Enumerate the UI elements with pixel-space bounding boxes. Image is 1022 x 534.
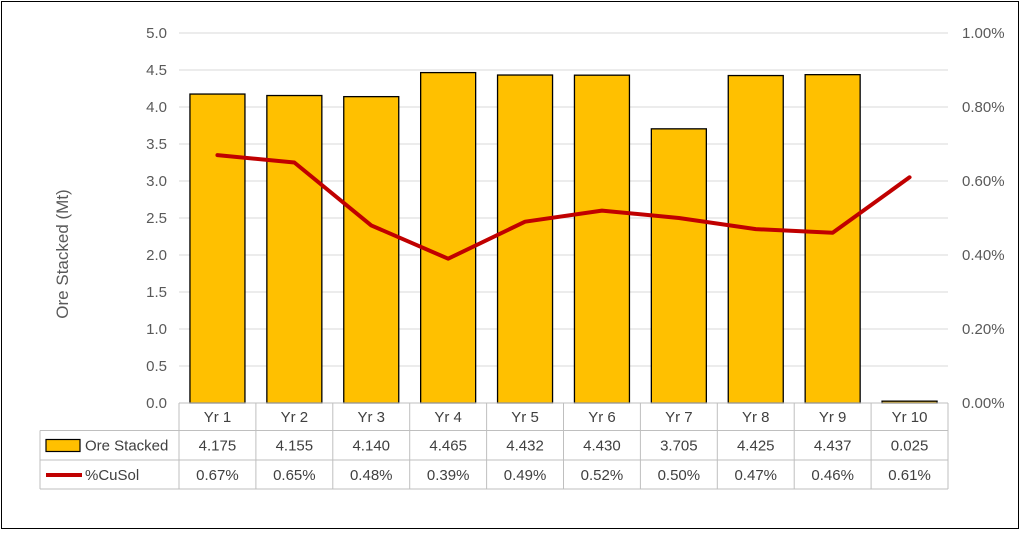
y2-tick-label: 0.00%: [962, 395, 1005, 412]
ore-stacked-value: 4.175: [199, 438, 237, 455]
ore-stacked-value: 4.155: [276, 438, 314, 455]
ore-stacked-value: 4.465: [429, 438, 467, 455]
bar-series-ore-stacked: [189, 71, 938, 404]
bar: [573, 74, 631, 404]
legend-label-ore-stacked: Ore Stacked: [85, 438, 168, 455]
ore-stacked-value: 4.432: [506, 438, 544, 455]
cusol-value: 0.61%: [888, 467, 931, 484]
y-tick-label: 1.5: [146, 284, 167, 301]
y-tick-label: 3.5: [146, 136, 167, 153]
y2-tick-label: 0.40%: [962, 247, 1005, 264]
y-tick-label: 4.5: [146, 62, 167, 79]
category-label: Yr 2: [281, 409, 309, 426]
category-label: Yr 1: [204, 409, 232, 426]
y2-tick-label: 1.00%: [962, 25, 1005, 42]
bar: [650, 128, 707, 404]
right-axis-ticks: 0.00% 0.20% 0.40% 0.60% 0.80% 1.00%: [962, 25, 1005, 412]
bar: [727, 74, 784, 404]
cusol-value: 0.47%: [734, 467, 777, 484]
y-tick-label: 2.5: [146, 210, 167, 227]
left-axis-title: Ore Stacked (Mt): [53, 189, 72, 318]
cusol-value: 0.46%: [811, 467, 854, 484]
y-tick-label: 0.0: [146, 395, 167, 412]
category-label: Yr 6: [588, 409, 616, 426]
y2-tick-label: 0.80%: [962, 99, 1005, 116]
data-table: Yr 1 4.175 0.67% Yr 2 4.155 0.65% Yr 3 4.140 0.4…: [39, 402, 949, 490]
cusol-value: 0.50%: [658, 467, 701, 484]
legend-key-ore-stacked: [45, 438, 81, 453]
ore-stacked-value: 0.025: [891, 438, 929, 455]
bar: [266, 94, 323, 404]
bar: [419, 71, 477, 404]
y-tick-label: 0.5: [146, 358, 167, 375]
category-label: Yr 8: [742, 409, 770, 426]
y-tick-label: 3.0: [146, 173, 167, 190]
y-tick-label: 4.0: [146, 99, 167, 116]
category-label: Yr 5: [511, 409, 539, 426]
y-tick-label: 1.0: [146, 321, 167, 338]
line-series-cusol: [215, 153, 912, 261]
cusol-value: 0.49%: [504, 467, 547, 484]
bar: [343, 95, 400, 404]
category-label: Yr 9: [819, 409, 847, 426]
y2-tick-label: 0.60%: [962, 173, 1005, 190]
ore-stacked-value: 4.140: [352, 438, 390, 455]
cusol-value: 0.67%: [196, 467, 239, 484]
left-axis-ticks: 0.0 0.5 1.0 1.5 2.0 2.5 3.0 3.5 4.0 4.5 5.0: [146, 25, 167, 412]
ore-stacked-value: 4.437: [814, 438, 852, 455]
ore-stacked-value: 4.430: [583, 438, 621, 455]
category-label: Yr 10: [892, 409, 928, 426]
cusol-value: 0.39%: [427, 467, 470, 484]
bar: [804, 74, 861, 404]
series-line: [215, 153, 912, 261]
cusol-value: 0.52%: [581, 467, 624, 484]
y-tick-label: 2.0: [146, 247, 167, 264]
ore-stacked-value: 3.705: [660, 438, 698, 455]
y-tick-label: 5.0: [146, 25, 167, 42]
ore-stacked-value: 4.425: [737, 438, 775, 455]
cusol-value: 0.48%: [350, 467, 393, 484]
legend-label-cusol: %CuSol: [85, 467, 139, 484]
category-label: Yr 4: [434, 409, 462, 426]
bar: [189, 93, 246, 404]
category-label: Yr 7: [665, 409, 693, 426]
bar: [496, 74, 554, 404]
category-label: Yr 3: [357, 409, 385, 426]
y2-tick-label: 0.20%: [962, 321, 1005, 338]
cusol-value: 0.65%: [273, 467, 316, 484]
